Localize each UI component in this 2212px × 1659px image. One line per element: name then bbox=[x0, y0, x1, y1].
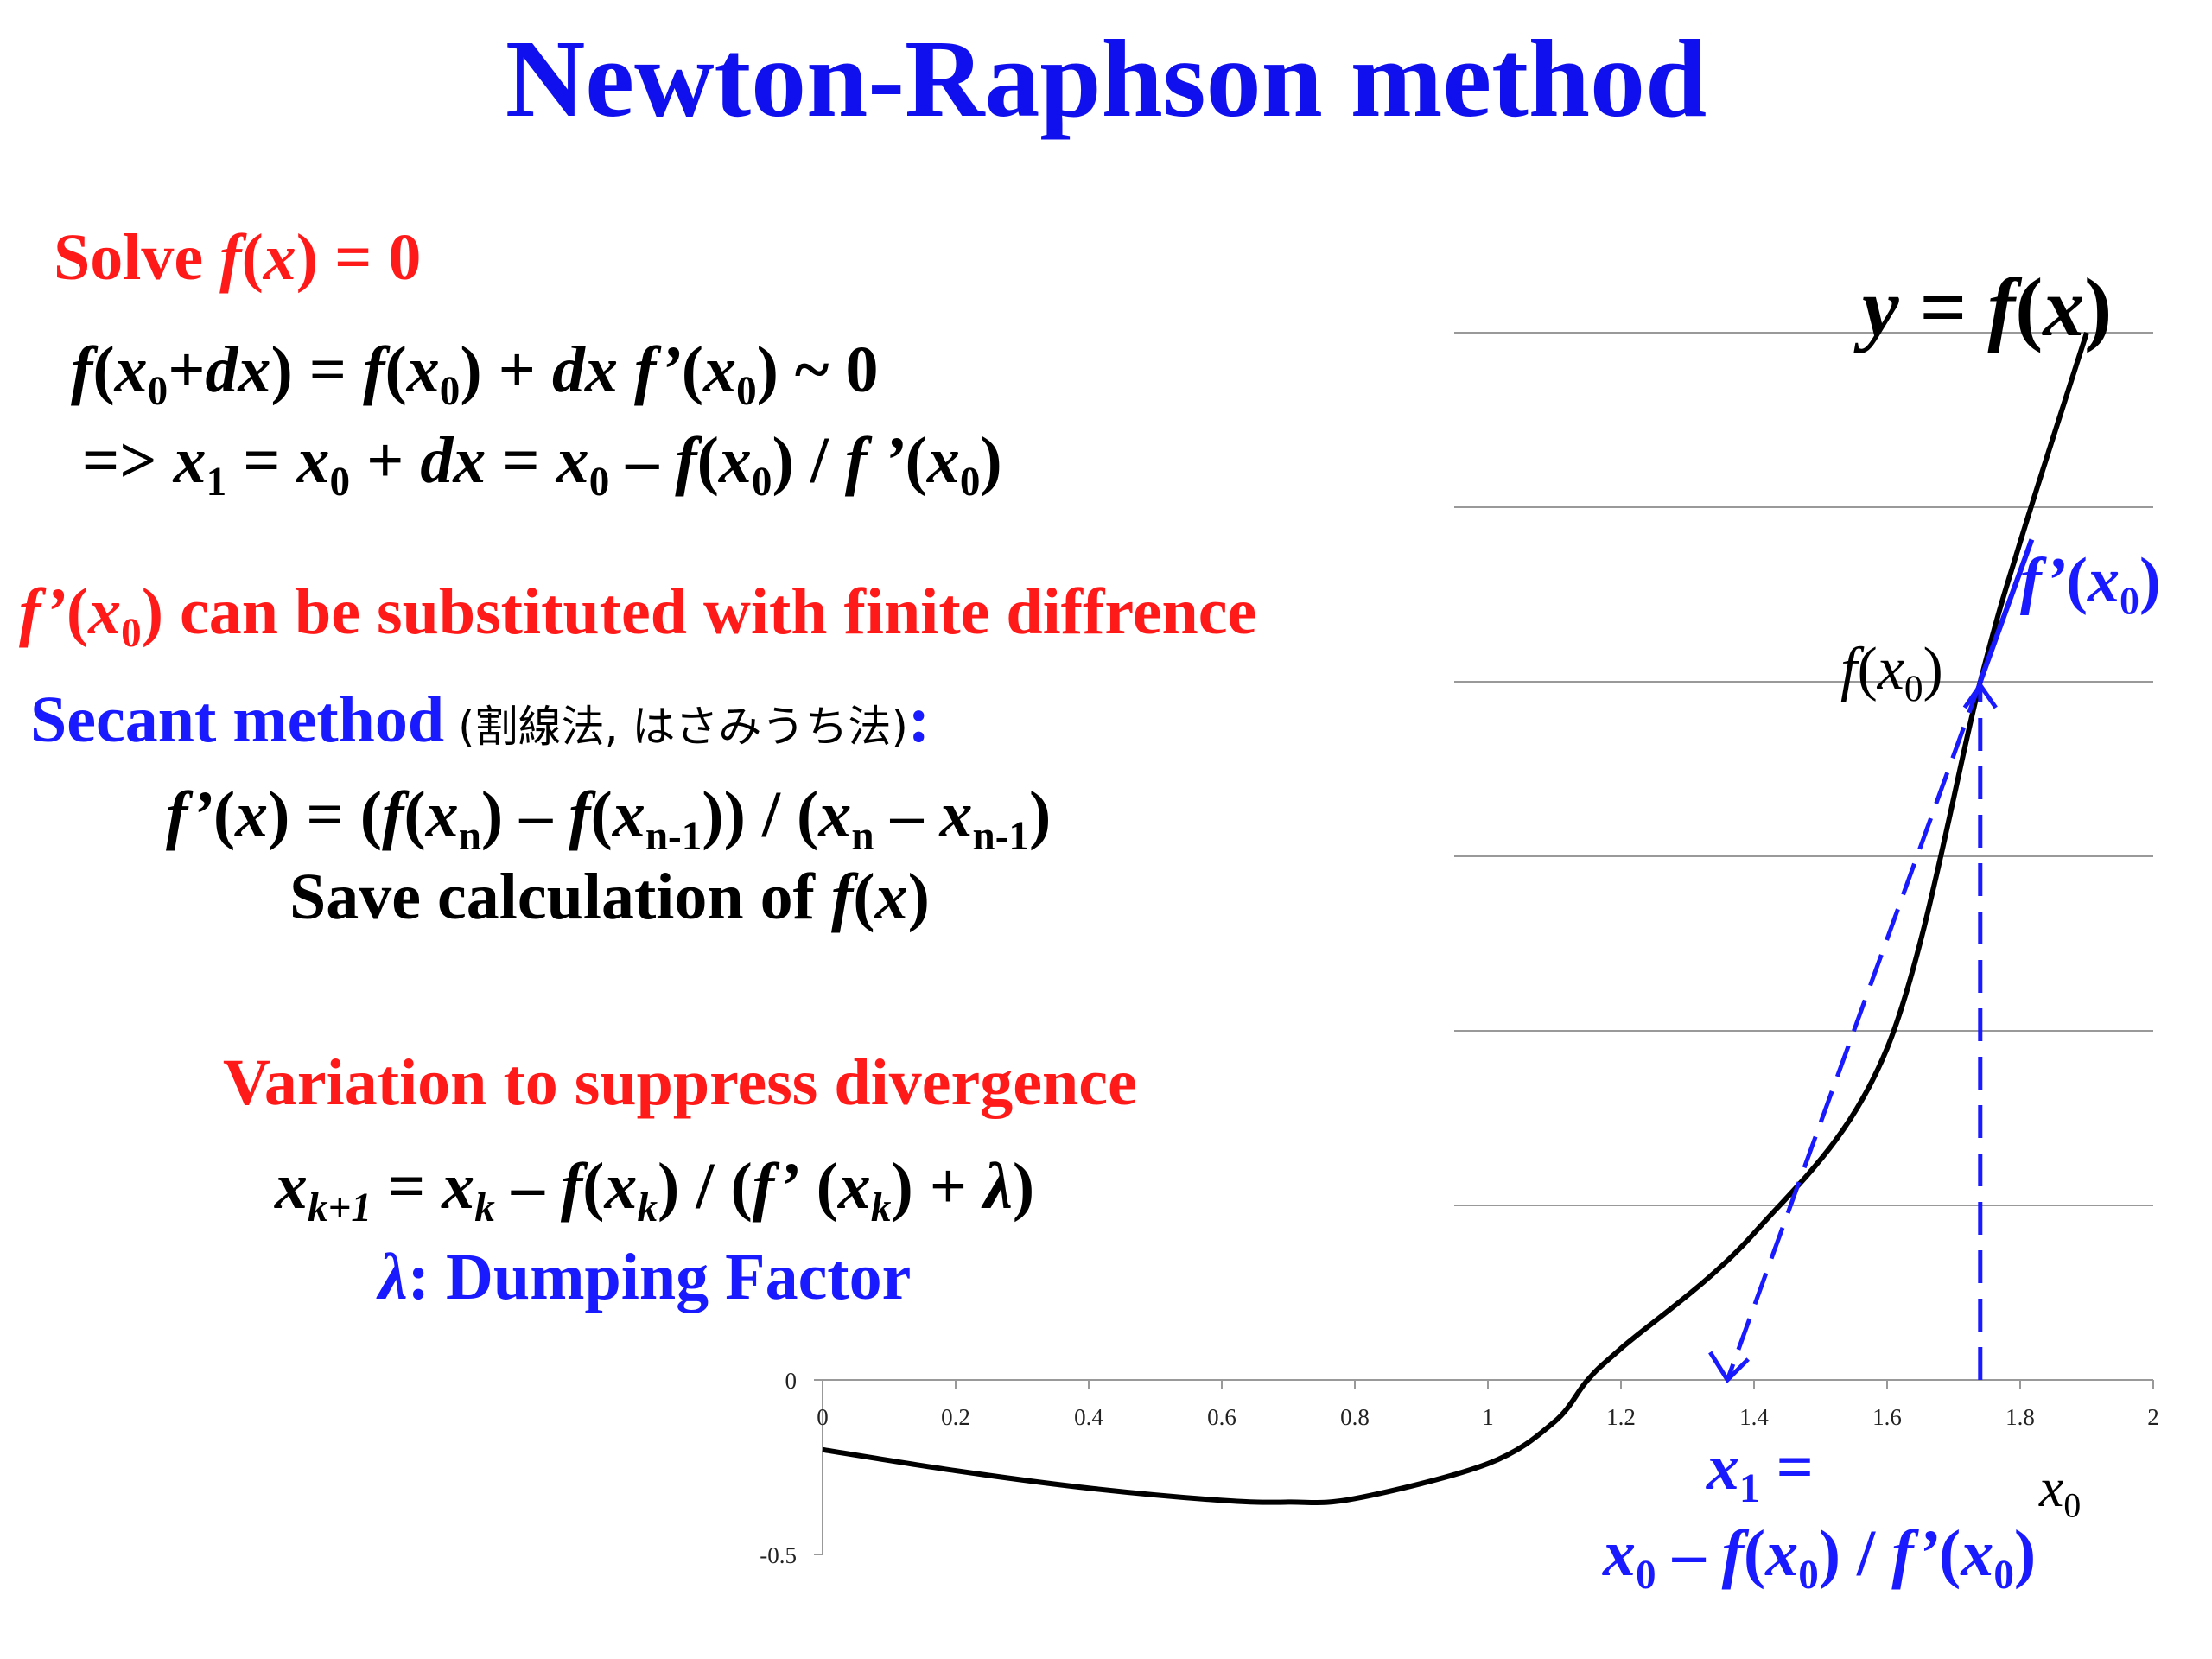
secant-heading: Secant method (割線法, はさみうち法): bbox=[30, 683, 931, 756]
lambda-note: λ: Dumping Factor bbox=[378, 1241, 912, 1313]
y-tick-label: -0.5 bbox=[760, 1542, 797, 1568]
tangent-dashed bbox=[1725, 681, 1983, 1381]
axes bbox=[814, 1379, 2154, 1555]
x-tick-label: 1.2 bbox=[1606, 1404, 1636, 1430]
update-equation: => x1 = x0 + dx = x0 – f(x0) / f ’(x0) bbox=[82, 424, 1002, 505]
x-tick-label: 0.2 bbox=[941, 1404, 970, 1430]
x-tick-label: 2 bbox=[2147, 1404, 2159, 1430]
grid-lines bbox=[1454, 332, 2153, 1206]
y-tick-label: 0 bbox=[785, 1368, 798, 1394]
secant-equation: f’(x) = (f(xn) – f(xn-1)) / (xn – xn-1) bbox=[166, 779, 1052, 860]
variation-heading: Variation to suppress divergence bbox=[223, 1046, 1137, 1119]
x-tick-label: 0 bbox=[817, 1404, 829, 1430]
x-tick-label: 0.8 bbox=[1340, 1404, 1370, 1430]
page-title: Newton-Raphson method bbox=[505, 17, 1707, 140]
save-calculation-note: Save calculation of f(x) bbox=[289, 861, 930, 933]
solve-heading: Solve f(x) = 0 bbox=[54, 221, 422, 294]
taylor-equation: f(x0+dx) = f(x0) + dx f’(x0) ~ 0 bbox=[71, 334, 879, 415]
x1-label: x1 = bbox=[1707, 1431, 1814, 1512]
arrow-head-fx0 bbox=[1962, 681, 1998, 709]
x-tick-label: 1 bbox=[1482, 1404, 1494, 1430]
damped-equation: xk+1 = xk – f(xk) / (f’ (xk) + λ) bbox=[275, 1150, 1035, 1231]
arrow-head-x1 bbox=[1708, 1351, 1750, 1383]
derivative-label: f’(x0) bbox=[2020, 545, 2161, 623]
curve-label: y = f(x) bbox=[1862, 261, 2113, 353]
fx0-label: f(x0) bbox=[1840, 636, 1943, 709]
tick-labels: 0 0.2 0.4 0.6 0.8 1 1.2 1.4 1.6 1.8 2 0 -0.5 bbox=[760, 1368, 2159, 1568]
x-tick-label: 1.8 bbox=[2005, 1404, 2035, 1430]
x-tick-label: 0.6 bbox=[1207, 1404, 1236, 1430]
x-tick-label: 1.6 bbox=[1872, 1404, 1902, 1430]
x1-formula: x0 – f(x0) / f’(x0) bbox=[1603, 1517, 2037, 1599]
tangent-line bbox=[1977, 538, 2035, 683]
x-tick-label: 1.4 bbox=[1739, 1404, 1769, 1430]
x-tick-label: 0.4 bbox=[1074, 1404, 1103, 1430]
x0-axis-label: x0 bbox=[2039, 1457, 2082, 1525]
newton-step bbox=[1708, 538, 2035, 1383]
finite-difference-note: f’(x0) can be substituted with finite di… bbox=[19, 575, 1257, 657]
